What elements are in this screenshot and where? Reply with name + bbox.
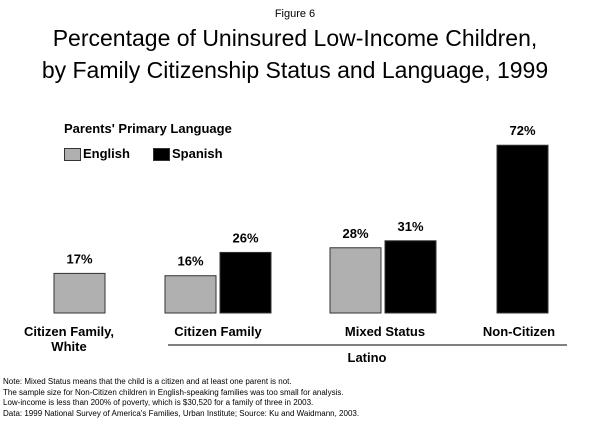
legend-title: Parents' Primary Language: [64, 121, 232, 136]
chart-title: Percentage of Uninsured Low-Income Child…: [0, 22, 590, 86]
note-line: Data: 1999 National Survey of America's …: [3, 408, 360, 418]
data-label-spanish-2: 31%: [397, 219, 423, 234]
legend-swatch-spanish: [153, 148, 170, 161]
bar-english-1: [164, 275, 217, 314]
category-label-2: Mixed Status: [345, 324, 425, 339]
bar-spanish-2: [384, 240, 437, 314]
data-label-spanish-1: 26%: [232, 230, 258, 245]
category-label-0: Citizen Family,: [24, 324, 114, 339]
category-label-3: Non-Citizen: [483, 324, 555, 339]
bar-spanish-1: [219, 251, 272, 314]
legend-swatch-english: [64, 148, 81, 161]
figure-label: Figure 6: [274, 8, 316, 20]
category-label-0: White: [51, 339, 86, 354]
bar-english-0: [53, 272, 106, 314]
chart-title-line-1: Percentage of Uninsured Low-Income Child…: [52, 25, 538, 51]
note-line: Note: Mixed Status means that the child …: [3, 377, 292, 386]
data-label-english-1: 16%: [177, 254, 203, 269]
category-label-1: Citizen Family: [174, 324, 262, 339]
legend-label-english: English: [83, 146, 130, 161]
data-label-spanish-3: 72%: [509, 123, 535, 138]
chart-title-line-2: by Family Citizenship Status and Languag…: [41, 57, 549, 83]
notes: Note: Mixed Status means that the child …: [3, 377, 588, 419]
note-line: Low-income is less than 200% of poverty,…: [3, 398, 314, 408]
group-label: Latino: [348, 350, 387, 365]
legend-label-spanish: Spanish: [172, 146, 223, 161]
note-line: The sample size for Non-Citizen children…: [3, 387, 344, 397]
data-label-english-0: 17%: [66, 251, 92, 266]
data-label-english-2: 28%: [342, 226, 368, 241]
bar-spanish-3: [496, 144, 549, 314]
bar-english-2: [329, 247, 382, 314]
